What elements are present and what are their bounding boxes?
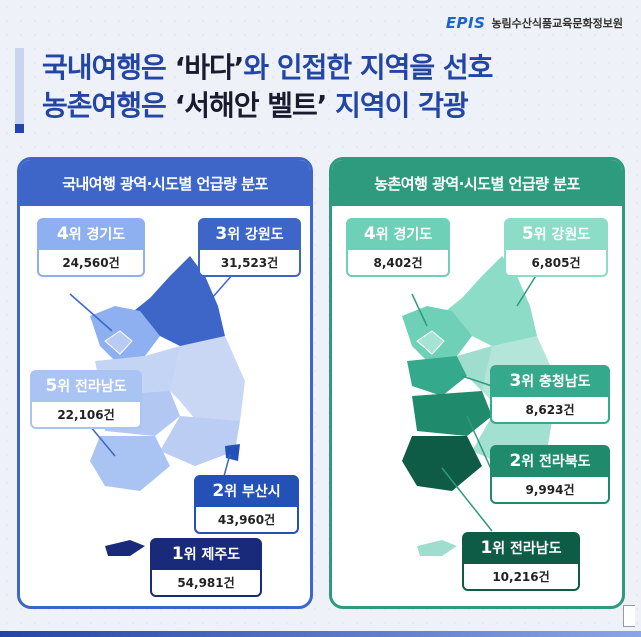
region-busan bbox=[225, 444, 240, 461]
region-gyeonggi bbox=[90, 306, 160, 361]
accent-square bbox=[15, 124, 24, 133]
leader-line-gyeonggi bbox=[69, 293, 113, 332]
tag-value: 24,560건 bbox=[37, 250, 145, 277]
tag-rank: 1위 제주도 bbox=[150, 538, 262, 570]
tag-gangwon: 5위 강원도 6,805건 bbox=[504, 218, 608, 277]
tag-value: 43,960건 bbox=[194, 507, 299, 534]
org-logo: EPIS 농림수산식품교육문화정보원 bbox=[446, 14, 623, 32]
tag-gyeonggi: 4위 경기도 8,402건 bbox=[346, 218, 450, 277]
panel-title: 국내여행 광역·시도별 언급량 분포 bbox=[20, 160, 310, 206]
tag-jeonbuk: 2위 전라북도 9,994건 bbox=[490, 445, 610, 504]
rural-travel-panel: 농촌여행 광역·시도별 언급량 분포 4위 경기도 8,402건 5위 강원도 … bbox=[329, 157, 625, 609]
page-corner-icon bbox=[623, 605, 635, 627]
domestic-travel-panel: 국내여행 광역·시도별 언급량 분포 4위 경기도 24,560건 3위 강원도… bbox=[17, 157, 313, 609]
tag-value: 8,402건 bbox=[346, 250, 450, 277]
tag-jeonnam: 5위 전라남도 22,106건 bbox=[30, 370, 142, 429]
tag-value: 9,994건 bbox=[490, 477, 610, 504]
tag-rank: 5위 전라남도 bbox=[30, 370, 142, 402]
logo-mark: EPIS bbox=[445, 14, 486, 32]
tag-jeonnam: 1위 전라남도 10,216건 bbox=[462, 532, 580, 591]
tag-value: 22,106건 bbox=[30, 402, 142, 429]
panel-title: 농촌여행 광역·시도별 언급량 분포 bbox=[332, 160, 622, 206]
region-jeju bbox=[105, 540, 145, 556]
headline-line-2: 농촌여행은 ‘서해안 벨트’ 지역이 각광 bbox=[42, 89, 469, 122]
headline-line-1: 국내여행은 ‘바다’와 인접한 지역을 선호 bbox=[42, 51, 493, 84]
tag-value: 8,623건 bbox=[490, 397, 610, 424]
tag-rank: 3위 강원도 bbox=[198, 218, 301, 250]
tag-chungnam: 3위 충청남도 8,623건 bbox=[490, 365, 610, 424]
tag-jeju: 1위 제주도 54,981건 bbox=[150, 538, 262, 597]
accent-bar bbox=[15, 48, 24, 132]
tag-gangwon: 3위 강원도 31,523건 bbox=[198, 218, 301, 277]
tag-rank: 2위 부산시 bbox=[194, 475, 299, 507]
tag-rank: 2위 전라북도 bbox=[490, 445, 610, 477]
leader-line-jeonnam bbox=[89, 425, 116, 457]
region-chungnam bbox=[407, 356, 467, 396]
region-gyeongnam bbox=[160, 416, 240, 466]
region-gyeongbuk bbox=[170, 336, 245, 431]
region-gyeonggi bbox=[402, 306, 472, 361]
leader-line-chungnam bbox=[461, 375, 493, 387]
headline-highlight-2: ‘서해안 벨트’ bbox=[174, 89, 328, 122]
region-seoul bbox=[416, 330, 445, 355]
tag-rank: 3위 충청남도 bbox=[490, 365, 610, 397]
tag-rank: 5위 강원도 bbox=[504, 218, 608, 250]
headline: 국내여행은 ‘바다’와 인접한 지역을 선호 농촌여행은 ‘서해안 벨트’ 지역… bbox=[42, 49, 632, 125]
org-name: 농림수산식품교육문화정보원 bbox=[491, 17, 623, 30]
tag-value: 54,981건 bbox=[150, 570, 262, 597]
region-jeonbuk bbox=[412, 391, 492, 436]
footer-bar bbox=[0, 631, 641, 637]
leader-line-jeonbuk bbox=[466, 415, 493, 472]
leader-line-jeonnam bbox=[441, 467, 493, 532]
tag-value: 31,523건 bbox=[198, 250, 301, 277]
tag-rank: 1위 전라남도 bbox=[462, 532, 580, 564]
tag-rank: 4위 경기도 bbox=[346, 218, 450, 250]
region-seoul bbox=[104, 330, 133, 355]
tag-gyeonggi: 4위 경기도 24,560건 bbox=[37, 218, 145, 277]
tag-value: 6,805건 bbox=[504, 250, 608, 277]
region-jeju bbox=[417, 540, 457, 556]
tag-rank: 4위 경기도 bbox=[37, 218, 145, 250]
region-jeonnam bbox=[402, 436, 482, 491]
headline-highlight-1: ‘바다’ bbox=[174, 51, 245, 84]
tag-busan: 2위 부산시 43,960건 bbox=[194, 475, 299, 534]
region-jeonnam bbox=[90, 436, 170, 491]
leader-line-gyeonggi bbox=[411, 293, 428, 327]
tag-value: 10,216건 bbox=[462, 564, 580, 591]
